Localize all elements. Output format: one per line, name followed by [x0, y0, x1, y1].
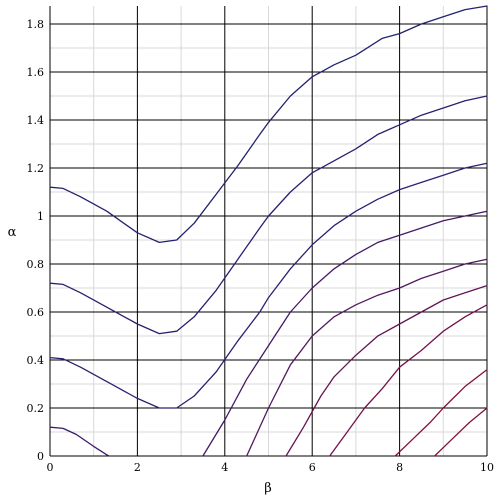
- tick-labels: 0 2 4 6 8 10 0 0.2 0.4 0.6 0.8 1 1.2 1.4 1.6 1.8: [27, 18, 495, 474]
- y-tick-label: 1.2: [27, 162, 45, 175]
- grid: [49, 6, 488, 457]
- x-tick-label: 4: [221, 461, 228, 474]
- series-line-6: [246, 258, 488, 457]
- x-tick-label: 2: [134, 461, 141, 474]
- series-line-2: [49, 95, 488, 335]
- series-line-7: [285, 284, 488, 457]
- x-axis-label: β: [264, 481, 272, 496]
- series-line-10: [433, 407, 488, 457]
- x-tick-label: 8: [396, 461, 403, 474]
- y-tick-label: 0.2: [27, 402, 45, 415]
- series-lines: [49, 5, 488, 457]
- x-tick-label: 0: [47, 461, 54, 474]
- y-tick-label: 0.6: [27, 306, 45, 319]
- y-tick-label: 1.8: [27, 18, 45, 31]
- series-line-8: [329, 304, 488, 457]
- series-line-4: [49, 426, 110, 457]
- y-tick-label: 0.8: [27, 258, 45, 271]
- y-tick-label: 1: [37, 210, 44, 223]
- series-line-1: [49, 5, 488, 244]
- series-line-9: [394, 368, 488, 457]
- y-tick-label: 0.4: [27, 354, 45, 367]
- series-line-5: [202, 210, 488, 457]
- x-tick-label: 6: [309, 461, 316, 474]
- y-tick-label: 1.6: [27, 66, 45, 79]
- series-line-3: [49, 162, 488, 409]
- y-tick-label: 1.4: [27, 114, 45, 127]
- y-axis-label: α: [8, 225, 17, 240]
- y-tick-label: 0: [37, 450, 44, 463]
- x-tick-label: 10: [480, 461, 494, 474]
